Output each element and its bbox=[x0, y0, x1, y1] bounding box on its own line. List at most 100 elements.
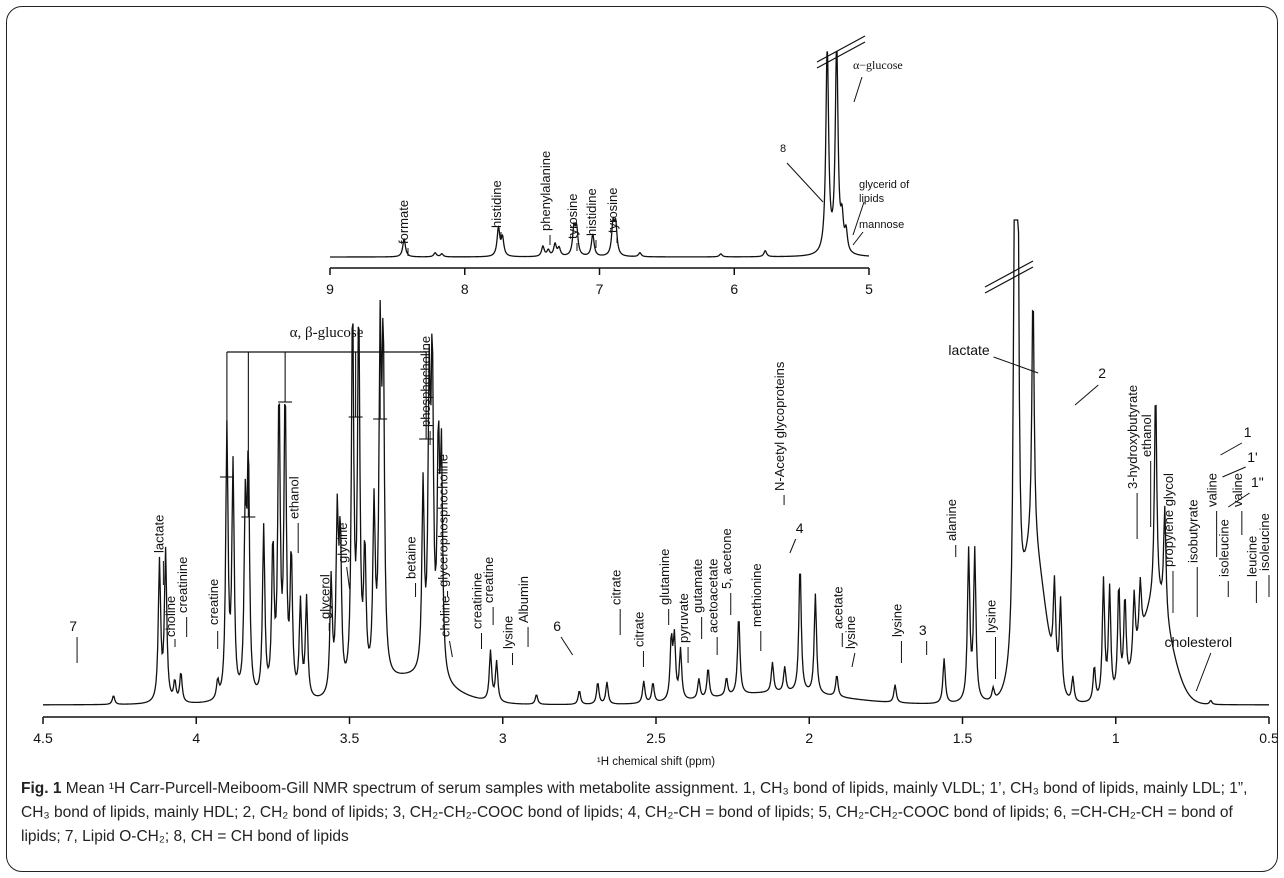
inset-peak-label: glycerid of bbox=[859, 179, 910, 191]
main-peak-label: 5, acetone bbox=[719, 528, 734, 589]
inset-label-leader bbox=[852, 231, 864, 246]
inset-peak-label: α−glucose bbox=[853, 58, 903, 72]
main-peak-label: 7 bbox=[69, 618, 77, 634]
inset-tick-label: 9 bbox=[326, 281, 334, 297]
main-peak-label: creatine bbox=[206, 579, 221, 625]
main-label-leader bbox=[1220, 442, 1243, 456]
main-peak-label: valine bbox=[1230, 473, 1245, 507]
main-peak-label: lysine bbox=[501, 616, 516, 649]
main-peak-label: glycerophosphocholine bbox=[436, 454, 451, 587]
main-peak-label: 1" bbox=[1251, 474, 1264, 490]
main-label-leader bbox=[346, 566, 351, 590]
main-peak-label: glutamine bbox=[657, 549, 672, 605]
glucose-bracket-label: α, β-glucose bbox=[290, 325, 364, 341]
main-label-leader bbox=[560, 636, 574, 656]
main-break-mark bbox=[984, 260, 1034, 288]
main-peak-label: choline bbox=[163, 596, 178, 637]
main-label-leader bbox=[993, 356, 1039, 374]
main-peak-label: Albumin bbox=[516, 576, 531, 623]
main-peak-label: methionine bbox=[749, 563, 764, 627]
main-peak-label: citrate bbox=[608, 570, 623, 605]
main-peak-label: 3-hydroxybutyrate bbox=[1125, 385, 1140, 489]
inset-peak-label: tyrosine bbox=[605, 187, 620, 233]
main-peak-label: pyruvate bbox=[676, 593, 691, 643]
main-peak-label: isobutyrate bbox=[1185, 499, 1200, 563]
main-peak-label: gutamate bbox=[690, 559, 705, 613]
main-peak-label: 1' bbox=[1247, 449, 1257, 465]
main-peak-label: lysine bbox=[984, 600, 999, 633]
main-peak-label: lactate bbox=[152, 515, 167, 553]
nmr-spectrum-chart: 9 8 7 6 5 formate histidine phenylalanine tyrosi… bbox=[33, 35, 1277, 768]
main-peak-label: 1 bbox=[1244, 424, 1252, 440]
caption-text: Mean ¹H Carr-Purcell-Meiboom-Gill NMR sp… bbox=[21, 780, 1248, 845]
main-tick-label: 1 bbox=[1112, 730, 1120, 746]
main-x-axis-label: ¹H chemical shift (ppm) bbox=[597, 756, 715, 768]
main-peak-label: 4 bbox=[796, 520, 804, 536]
main-tick-label: 4 bbox=[192, 730, 200, 746]
main-tick-label: 4.5 bbox=[33, 730, 53, 746]
main-peak-label: lysine bbox=[890, 604, 905, 637]
inset-label-leader bbox=[786, 162, 824, 203]
main-peak-label: glycerol bbox=[317, 574, 332, 619]
main-peak-label: ethanol bbox=[1139, 414, 1154, 457]
inset-peak-label: lipids bbox=[859, 193, 885, 205]
inset-label-leader bbox=[852, 201, 865, 236]
main-peak-label: 6 bbox=[553, 618, 561, 634]
inset-break-mark bbox=[816, 35, 866, 63]
main-peak-label: propylene glycol bbox=[1161, 473, 1176, 567]
main-tick-label: 2.5 bbox=[646, 730, 666, 746]
main-peak-label: 2 bbox=[1098, 365, 1106, 381]
inset-tick-label: 8 bbox=[461, 281, 469, 297]
main-peak-label: 3 bbox=[919, 622, 927, 638]
main-label-leader bbox=[789, 538, 797, 554]
main-label-leader bbox=[448, 640, 453, 658]
inset-peak-label: histidine bbox=[489, 180, 504, 228]
inset-spectrum-line bbox=[330, 51, 870, 258]
main-tick-label: 1.5 bbox=[953, 730, 973, 746]
caption-figure-number: Fig. 1 bbox=[21, 780, 62, 797]
main-label-leader bbox=[1074, 384, 1099, 406]
inset-tick-label: 7 bbox=[596, 281, 604, 297]
figure-caption: Fig. 1 Mean ¹H Carr-Purcell-Meiboom-Gill… bbox=[21, 777, 1271, 849]
inset-peak-label: 8 bbox=[780, 143, 786, 155]
inset-label-leader bbox=[853, 76, 863, 103]
main-label-leader bbox=[1222, 466, 1246, 478]
main-tick-label: 0.5 bbox=[1259, 730, 1277, 746]
main-label-leader bbox=[1227, 492, 1250, 508]
main-tick-label: 2 bbox=[805, 730, 813, 746]
inset-break-mark bbox=[816, 41, 866, 69]
main-peak-label: lysine bbox=[843, 616, 858, 649]
main-peak-label: glycine bbox=[335, 523, 350, 563]
main-peak-label: N-Acetyl glycoproteins bbox=[772, 361, 787, 491]
main-peak-label: acetoacetate bbox=[705, 559, 720, 633]
main-peak-label: leucine bbox=[1245, 536, 1260, 577]
main-tick-label: 3 bbox=[499, 730, 507, 746]
main-tick-label: 3.5 bbox=[340, 730, 360, 746]
main-peak-label: cholesterol bbox=[1164, 634, 1232, 650]
inset-tick-label: 6 bbox=[730, 281, 738, 297]
main-peak-label: creatine bbox=[481, 557, 496, 603]
main-label-leader bbox=[1195, 652, 1212, 692]
main-peak-label: acetate bbox=[830, 586, 845, 629]
main-peak-label: isoleucine bbox=[1257, 513, 1272, 571]
main-peak-label: creatinine bbox=[470, 573, 485, 629]
main-peak-label: choline bbox=[438, 596, 453, 637]
main-peak-label: betaine bbox=[404, 536, 419, 579]
inset-peak-label: mannose bbox=[859, 219, 904, 231]
inset-peak-label: formate bbox=[396, 200, 411, 244]
main-peak-label: isoleucine bbox=[1216, 519, 1231, 577]
inset-peak-label: histidine bbox=[584, 188, 599, 236]
inset-peak-label: phenylalanine bbox=[538, 151, 553, 231]
main-peak-label: ethanol bbox=[286, 476, 301, 519]
inset-peak-label: tyrosine bbox=[565, 193, 580, 239]
main-peak-label: creatinine bbox=[175, 557, 190, 613]
main-peak-label: valine bbox=[1205, 473, 1220, 507]
main-spectrum-line bbox=[43, 219, 1269, 706]
main-break-mark bbox=[984, 266, 1034, 294]
main-peak-label: alanine bbox=[944, 499, 959, 541]
figure-panel: 9 8 7 6 5 formate histidine phenylalanine tyrosi… bbox=[6, 6, 1278, 872]
inset-tick-label: 5 bbox=[865, 281, 873, 297]
main-label-leader bbox=[851, 652, 856, 668]
main-peak-label: citrate bbox=[632, 612, 647, 647]
main-peak-label: lactate bbox=[948, 342, 989, 358]
